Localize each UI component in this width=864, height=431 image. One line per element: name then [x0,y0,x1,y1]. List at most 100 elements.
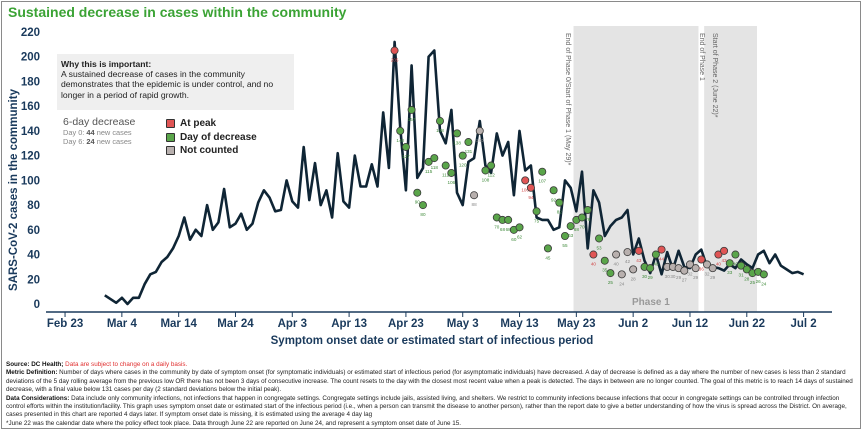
marker-value-label: 40 [733,262,739,267]
importance-heading: Why this is important: [61,59,152,69]
marker-value-label: 94 [528,195,534,200]
marker-value-label: 40 [716,262,722,267]
marker-value-label: 32 [687,271,693,276]
marker-decrease [759,270,768,279]
marker-value-label: 43 [636,258,642,263]
y-tick-label: 40 [27,250,40,262]
phase2-start-annotation: Start of Phase 2 (June 22)* [711,33,718,118]
marker-decrease [418,201,427,210]
y-tick-label: 100 [21,175,40,187]
marker-decrease [606,269,615,278]
x-tick-label: Mar 24 [217,318,254,330]
marker-value-label: 45 [545,255,551,260]
marker-value-label: 75 [534,218,540,223]
marker-peak [714,250,723,259]
day0-row: Day 0: 44 new cases [63,128,135,137]
marker-decrease [725,259,734,268]
marker-decrease [538,167,547,176]
marker-not_counted [691,264,700,273]
marker-decrease [578,213,587,222]
legend-item-not-counted: Not counted [166,144,257,158]
legend-swatch-peak [166,119,175,129]
marker-value-label: 140 [476,138,484,143]
y-tick-label: 120 [21,151,40,163]
y-tick-label: 180 [21,76,40,88]
marker-decrease [464,138,473,147]
marker-value-label: 70 [579,224,585,229]
marker-decrease [441,161,450,170]
marker-peak [589,250,598,259]
day0-label: Day 0: [63,128,87,137]
marker-value-label: 108 [482,177,490,182]
marker-value-label: 29 [648,275,654,280]
marker-decrease [407,105,416,114]
marker-decrease [413,188,422,197]
marker-value-label: 131 [465,149,473,154]
marker-value-label: 90 [415,200,421,205]
legend-label-decrease: Day of decrease [180,131,257,143]
cases-line [104,40,805,306]
decrease-summary: 6-day decrease Day 0: 44 new cases Day 6… [63,116,135,146]
marker-decrease [515,223,524,232]
x-tick-label: Mar 4 [107,318,138,330]
x-tick-label: May 3 [447,318,479,330]
phase1-label: Phase 1 [632,297,670,308]
legend-swatch-not-counted [166,146,175,156]
marker-decrease [532,207,541,216]
marker-decrease [396,126,405,135]
marker-value-label: 30 [665,274,671,279]
marker-decrease [560,231,569,240]
legend-item-decrease: Day of decrease [166,131,257,145]
marker-peak [634,246,643,255]
footer-notes: Source: DC Health; Data are subject to c… [6,361,856,428]
marker-peak [697,255,706,264]
marker-value-label: 30 [642,274,648,279]
day6-row: Day 6: 24 new cases [63,137,135,146]
marker-value-label: 107 [538,179,546,184]
marker-value-label: 29 [693,275,699,280]
marker-value-label: 55 [562,243,568,248]
legend-label-not-counted: Not counted [180,145,239,157]
importance-body: A sustained decrease of cases in the com… [61,69,274,100]
marker-value-label: 76 [585,217,591,222]
legend-label-peak: At peak [180,118,217,130]
marker-value-label: 62 [517,234,523,239]
day6-label: Day 6: [63,137,87,146]
marker-peak [720,246,729,255]
marker-not_counted [629,265,638,274]
marker-value-label: 63 [568,233,574,238]
marker-value-label: 138 [453,140,461,145]
marker-value-label: 31 [739,273,745,278]
marker-decrease [401,142,410,151]
marker-decrease [742,265,751,274]
marker-value-label: 88 [472,202,478,207]
marker-not_counted [612,250,621,259]
marker-value-label: 30 [670,274,676,279]
marker-decrease [595,234,604,243]
marker-decrease [481,166,490,175]
marker-value-label: 24 [761,281,767,286]
marker-value-label: 115 [425,169,433,174]
marker-not_counted [475,126,484,135]
legend: At peak Day of decrease Not counted [166,117,257,158]
marker-decrease [453,129,462,138]
marker-value-label: 53 [597,245,603,250]
metric-definition: Metric Definition: Number of days where … [6,369,856,394]
x-tick-label: May 13 [500,318,538,330]
marker-decrease [458,151,467,160]
marker-not_counted [617,270,626,279]
legend-swatch-decrease [166,132,175,142]
marker-decrease [651,250,660,259]
marker-decrease [430,154,439,163]
marker-value-label: 82 [557,210,563,215]
axes: 0 20 40 60 80 100 120 140 160 180 200 220 Feb 23 Mar … [21,27,832,330]
marker-value-label: 40 [653,262,659,267]
marker-value-label: 118 [431,165,439,170]
marker-value-label: 35 [602,268,608,273]
marker-value-label: 120 [459,163,467,168]
marker-value-label: 27 [682,278,688,283]
marker-decrease [583,206,592,215]
day0-value: 44 [86,128,95,137]
